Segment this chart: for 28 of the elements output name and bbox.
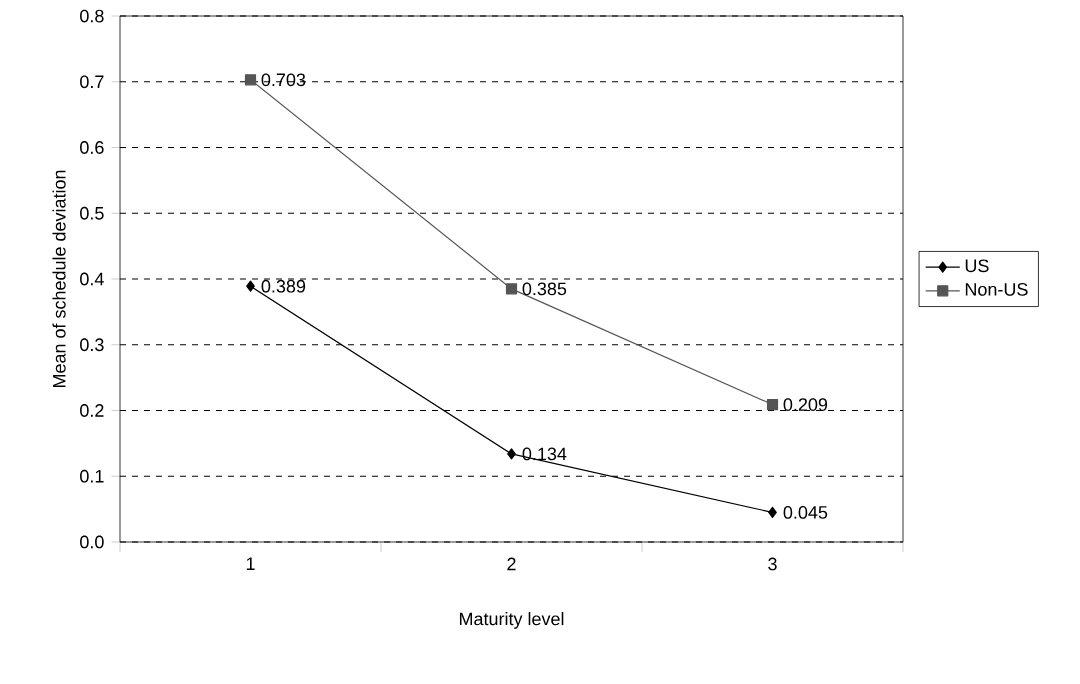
x-tick-label: 3 bbox=[768, 557, 777, 571]
data-label: 0.389 bbox=[261, 279, 306, 293]
x-tick-label: 2 bbox=[507, 557, 516, 571]
point bbox=[766, 398, 779, 411]
data-label: 0.134 bbox=[522, 447, 567, 461]
point bbox=[244, 74, 257, 86]
y-axis-title: Mean of schedule deviation bbox=[52, 170, 66, 388]
y-tick-label: 0.2 bbox=[80, 404, 104, 417]
y-tick-label: 0.1 bbox=[80, 469, 104, 483]
legend-label: US bbox=[965, 259, 989, 273]
point bbox=[505, 283, 518, 295]
y-tick-label: 0.0 bbox=[80, 535, 104, 549]
data-label: 0.385 bbox=[522, 282, 567, 296]
y-tick-label: 0.5 bbox=[80, 206, 104, 220]
legend-label: Non-US bbox=[965, 282, 1028, 296]
y-tick-label: 0.8 bbox=[80, 9, 104, 23]
point bbox=[768, 506, 777, 518]
y-tick-label: 0.7 bbox=[80, 75, 104, 89]
y-tick-label: 0.4 bbox=[80, 272, 104, 286]
data-label: 0.045 bbox=[783, 506, 828, 519]
point bbox=[246, 280, 255, 292]
y-tick-label: 0.6 bbox=[80, 141, 104, 154]
point bbox=[507, 448, 516, 460]
x-tick-label: 1 bbox=[246, 557, 255, 570]
data-label: 0.209 bbox=[783, 398, 828, 411]
y-tick-label: 0.3 bbox=[80, 338, 104, 352]
data-label: 0.703 bbox=[261, 73, 306, 87]
x-axis-title: Maturity level bbox=[459, 612, 564, 629]
